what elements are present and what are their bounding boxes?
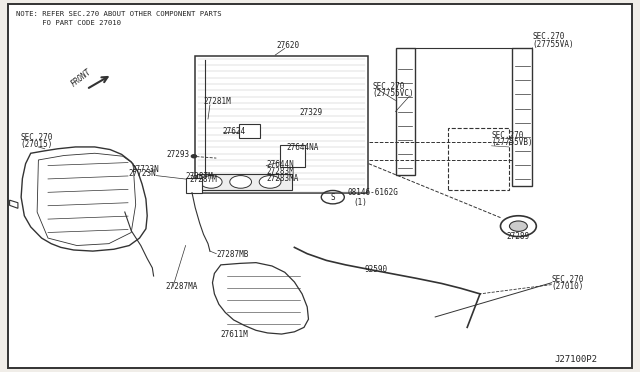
- Text: 27329: 27329: [300, 108, 323, 116]
- Bar: [448, 128, 509, 190]
- Text: J27100P2: J27100P2: [554, 355, 598, 363]
- Text: FO PART CODE 27010: FO PART CODE 27010: [16, 20, 121, 26]
- Text: 27287M: 27287M: [189, 175, 217, 184]
- Circle shape: [500, 216, 536, 237]
- Bar: [195, 56, 368, 193]
- Text: 27283M: 27283M: [266, 167, 294, 176]
- Text: 27281M: 27281M: [204, 97, 231, 106]
- Text: 27287M: 27287M: [186, 172, 213, 181]
- Text: 27620: 27620: [276, 41, 300, 49]
- Text: 27723N: 27723N: [128, 169, 156, 177]
- Text: NOTE: REFER SEC.270 ABOUT OTHER COMPONENT PARTS: NOTE: REFER SEC.270 ABOUT OTHER COMPONEN…: [16, 11, 221, 17]
- Bar: [396, 48, 415, 175]
- Text: 27644N: 27644N: [266, 160, 294, 169]
- Text: 27644NA: 27644NA: [287, 142, 319, 151]
- Circle shape: [259, 176, 281, 188]
- Text: (27010): (27010): [552, 282, 584, 291]
- Text: SEC.270: SEC.270: [20, 132, 53, 141]
- Text: SEC.270: SEC.270: [372, 81, 405, 90]
- Text: 27293: 27293: [166, 150, 189, 159]
- Bar: [239, 124, 260, 138]
- Text: (27755VC): (27755VC): [372, 89, 414, 98]
- Text: 27611M: 27611M: [221, 330, 248, 339]
- Bar: [197, 174, 292, 190]
- Text: 27287MA: 27287MA: [165, 282, 198, 291]
- Text: 27289: 27289: [507, 232, 530, 241]
- Text: 27624: 27624: [223, 127, 246, 136]
- Text: 27283MA: 27283MA: [266, 174, 299, 183]
- Polygon shape: [21, 147, 147, 251]
- Bar: [512, 48, 532, 186]
- Circle shape: [509, 221, 527, 231]
- Polygon shape: [10, 200, 18, 208]
- Text: SEC.270: SEC.270: [532, 32, 565, 41]
- Text: (1): (1): [353, 198, 367, 206]
- Bar: [280, 145, 305, 167]
- Circle shape: [191, 155, 196, 158]
- Text: SEC.270: SEC.270: [492, 131, 524, 140]
- Polygon shape: [212, 263, 308, 334]
- Text: 08146-6162G: 08146-6162G: [348, 188, 398, 197]
- Text: (27015): (27015): [20, 140, 53, 149]
- Circle shape: [230, 176, 252, 188]
- Text: S: S: [330, 193, 335, 202]
- Text: SEC.270: SEC.270: [552, 275, 584, 284]
- Text: 27723N: 27723N: [131, 165, 159, 174]
- Text: FRONT: FRONT: [69, 67, 93, 88]
- Circle shape: [200, 176, 222, 188]
- Text: (27755VB): (27755VB): [492, 138, 533, 147]
- Text: 92590: 92590: [365, 265, 388, 274]
- Text: 27287MB: 27287MB: [216, 250, 249, 259]
- Text: (27755VA): (27755VA): [532, 39, 574, 48]
- Bar: [186, 178, 202, 193]
